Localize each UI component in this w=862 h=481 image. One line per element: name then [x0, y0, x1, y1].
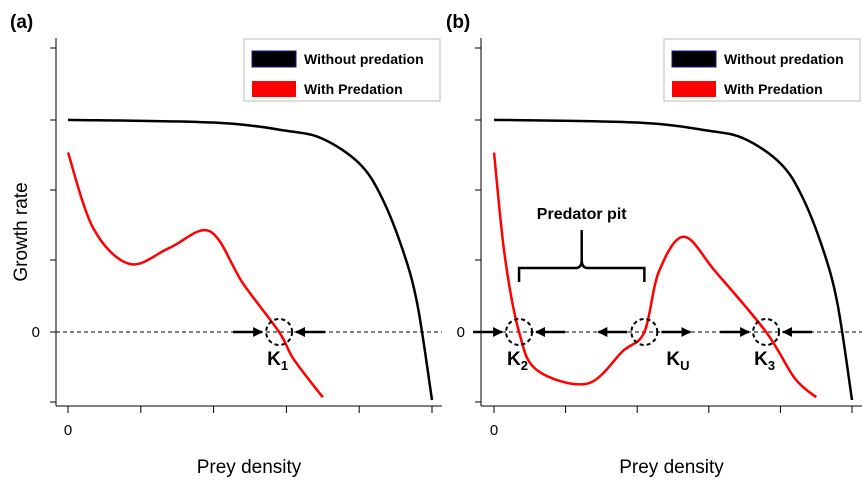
legend-swatch: [252, 81, 296, 97]
legend-swatch: [251, 50, 297, 68]
legend-swatch: [672, 81, 716, 97]
legend-label: With Predation: [304, 81, 403, 97]
equilibrium-marker: [505, 318, 534, 346]
series-line-with-predation: [66, 152, 324, 399]
series-line-with-predation: [492, 152, 818, 399]
legend-label: Without predation: [304, 51, 424, 67]
equilibrium-marker: [630, 318, 659, 346]
legend: Without predation With Predation: [243, 38, 441, 102]
panel-label: (b): [446, 12, 470, 33]
legend: Without predation With Predation: [663, 38, 861, 102]
panel-a: (a) 0 0 Prey density Growth rate K1 Without pr…: [10, 12, 442, 478]
y-tick-label: 0: [32, 324, 40, 341]
equilibrium-label: KU: [666, 349, 689, 373]
y-axis-title: Growth rate: [11, 182, 32, 281]
equilibrium-label: K1: [267, 349, 288, 373]
equilibrium-marker: [265, 318, 294, 346]
equilibrium-label: K2: [507, 349, 528, 373]
panel-label: (a): [10, 12, 33, 33]
equilibrium-label: K3: [754, 349, 775, 373]
series-line-without-predation: [67, 118, 434, 401]
x-tick-label: 0: [64, 422, 72, 439]
x-tick-label: 0: [490, 422, 498, 439]
y-tick-label: 0: [457, 324, 465, 341]
x-axis-title: Prey density: [197, 457, 302, 478]
panel-b: (b) 0 0 Prey density K2 KU K3 Predator pit Witho…: [446, 12, 862, 478]
legend-label: With Predation: [724, 81, 823, 97]
predator-pit-label: Predator pit: [537, 206, 627, 223]
legend-label: Without predation: [724, 51, 844, 67]
x-axis-title: Prey density: [619, 457, 724, 478]
legend-swatch: [671, 50, 717, 68]
series-line-without-predation: [493, 118, 854, 401]
equilibrium-marker: [752, 318, 781, 346]
predator-pit-bracket: [517, 230, 646, 282]
